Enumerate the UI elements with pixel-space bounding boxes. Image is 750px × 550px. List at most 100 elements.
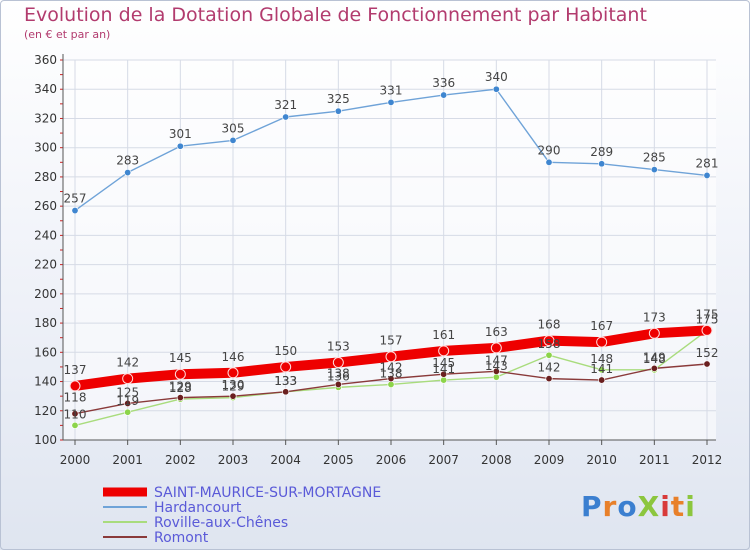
x-tick-label: 2002 [165,453,196,467]
data-label: 137 [64,363,87,377]
data-label: 283 [116,154,139,168]
data-point [545,351,553,359]
data-point [440,91,448,99]
data-point [492,85,500,93]
x-tick-label: 2005 [323,453,354,467]
x-tick-label: 2011 [639,453,670,467]
data-point [176,142,184,150]
data-point [124,169,132,177]
data-point [490,342,502,354]
data-point [124,399,132,407]
y-tick-label: 360 [34,53,57,67]
data-label: 110 [64,407,87,421]
data-point [703,360,711,368]
data-label: 301 [169,127,192,141]
data-label: 129 [169,380,192,394]
y-tick-label: 120 [34,404,57,418]
data-label: 175 [696,307,719,321]
data-label: 158 [538,337,561,351]
data-point [598,160,606,168]
data-point [387,380,395,388]
data-label: 119 [116,394,139,408]
data-label: 321 [274,98,297,112]
data-label: 118 [64,391,87,405]
data-label: 138 [380,366,403,380]
data-point [543,335,555,347]
data-label: 133 [274,374,297,388]
data-label: 129 [222,380,245,394]
data-label: 167 [590,319,613,333]
data-point [176,394,184,402]
data-label: 281 [696,156,719,170]
x-tick-label: 2001 [112,453,143,467]
data-point [124,408,132,416]
x-tick-label: 2006 [376,453,407,467]
data-point [387,98,395,106]
data-point [440,376,448,384]
data-point [71,421,79,429]
data-label: 141 [590,362,613,376]
data-point [387,375,395,383]
data-label: 148 [590,352,613,366]
y-tick-label: 280 [34,170,57,184]
y-tick-label: 260 [34,199,57,213]
chart-subtitle: (en € et par an) [24,28,111,41]
x-tick-label: 2012 [692,453,723,467]
data-point [229,392,237,400]
data-point [229,136,237,144]
data-label: 138 [327,366,350,380]
x-tick-label: 2003 [218,453,249,467]
data-label: 168 [538,318,561,332]
x-tick-label: 2008 [481,453,512,467]
data-label: 325 [327,92,350,106]
data-label: 149 [643,350,666,364]
data-label: 175 [696,312,719,326]
data-point [334,380,342,388]
data-label: 128 [169,381,192,395]
data-label: 146 [222,350,245,364]
data-point [598,376,606,384]
data-label: 257 [64,192,87,206]
data-point [650,364,658,372]
y-tick-label: 340 [34,82,57,96]
data-point [650,166,658,174]
data-label: 163 [485,325,508,339]
data-label: 157 [380,334,403,348]
data-point [282,388,290,396]
y-tick-label: 220 [34,258,57,272]
data-label: 150 [274,344,297,358]
x-tick-label: 2004 [270,453,301,467]
data-point [438,345,450,357]
data-label: 133 [274,374,297,388]
data-point [492,373,500,381]
y-tick-label: 100 [34,433,57,447]
x-tick-label: 2009 [534,453,565,467]
data-label: 145 [432,356,455,370]
data-label: 340 [485,70,508,84]
data-label: 142 [380,361,403,375]
data-label: 161 [432,328,455,342]
data-label: 152 [696,346,719,360]
data-label: 125 [116,385,139,399]
data-point [71,410,79,418]
data-point [545,375,553,383]
y-tick-label: 140 [34,375,57,389]
data-label: 142 [116,356,139,370]
data-point [440,370,448,378]
x-tick-label: 2010 [586,453,617,467]
y-tick-label: 320 [34,111,57,125]
y-tick-label: 300 [34,141,57,155]
data-label: 145 [169,351,192,365]
data-label: 142 [538,361,561,375]
data-label: 141 [432,362,455,376]
data-label: 136 [327,369,350,383]
data-label: 336 [432,76,455,90]
data-label: 289 [590,145,613,159]
data-point [492,367,500,375]
data-label: 290 [538,143,561,157]
data-point [596,336,608,348]
data-point [280,361,292,373]
data-point [332,357,344,369]
data-point [227,367,239,379]
